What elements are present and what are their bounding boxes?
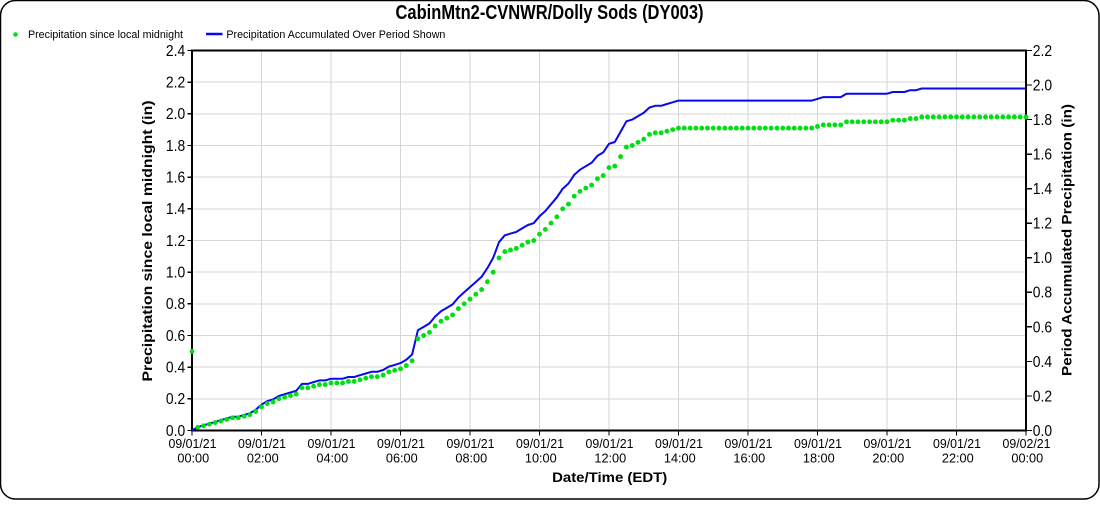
- svg-text:0.6: 0.6: [166, 328, 185, 345]
- svg-text:1.4: 1.4: [1033, 181, 1052, 198]
- svg-text:0.8: 0.8: [1033, 285, 1052, 302]
- svg-text:1.8: 1.8: [166, 138, 185, 155]
- svg-text:2.0: 2.0: [1033, 77, 1052, 94]
- svg-text:Precipitation since local midn: Precipitation since local midnight (in): [139, 101, 155, 382]
- svg-text:0.0: 0.0: [1033, 423, 1052, 440]
- svg-text:16:00: 16:00: [733, 451, 765, 466]
- svg-text:1.8: 1.8: [1033, 112, 1052, 129]
- svg-text:1.6: 1.6: [166, 170, 185, 187]
- svg-text:Precipitation since local midn: Precipitation since local midnight: [28, 29, 183, 41]
- svg-text:06:00: 06:00: [386, 451, 418, 466]
- svg-text:09/01/21: 09/01/21: [238, 436, 286, 451]
- svg-text:2.2: 2.2: [1033, 43, 1052, 60]
- svg-text:09/01/21: 09/01/21: [169, 436, 217, 451]
- svg-text:1.0: 1.0: [1033, 250, 1052, 267]
- svg-text:09/01/21: 09/01/21: [794, 436, 842, 451]
- svg-text:2.0: 2.0: [166, 106, 185, 123]
- svg-text:09/01/21: 09/01/21: [864, 436, 912, 451]
- svg-text:08:00: 08:00: [455, 451, 487, 466]
- svg-text:Date/Time (EDT): Date/Time (EDT): [552, 469, 667, 485]
- svg-text:0.8: 0.8: [166, 296, 185, 313]
- svg-text:Period Accumulated Precipitati: Period Accumulated Precipitation (in): [1059, 104, 1075, 376]
- svg-text:1.2: 1.2: [166, 233, 185, 250]
- svg-text:12:00: 12:00: [594, 451, 626, 466]
- svg-text:20:00: 20:00: [872, 451, 904, 466]
- svg-text:22:00: 22:00: [942, 451, 974, 466]
- svg-text:0.6: 0.6: [1033, 319, 1052, 336]
- svg-text:04:00: 04:00: [316, 451, 348, 466]
- svg-text:1.0: 1.0: [166, 265, 185, 282]
- svg-text:CabinMtn2-CVNWR/Dolly Sods (DY: CabinMtn2-CVNWR/Dolly Sods (DY003): [396, 2, 704, 24]
- svg-text:1.6: 1.6: [1033, 147, 1052, 164]
- svg-text:09/01/21: 09/01/21: [586, 436, 634, 451]
- svg-text:Precipitation Accumulated Over: Precipitation Accumulated Over Period Sh…: [226, 29, 445, 41]
- svg-text:18:00: 18:00: [803, 451, 835, 466]
- svg-text:09/01/21: 09/01/21: [377, 436, 425, 451]
- svg-text:1.4: 1.4: [166, 201, 185, 218]
- svg-text:09/02/21: 09/02/21: [1003, 436, 1051, 451]
- svg-text:00:00: 00:00: [1011, 451, 1043, 466]
- svg-text:0.0: 0.0: [166, 423, 185, 440]
- svg-text:09/01/21: 09/01/21: [725, 436, 773, 451]
- svg-text:2.4: 2.4: [166, 43, 185, 60]
- svg-text:10:00: 10:00: [525, 451, 557, 466]
- svg-text:02:00: 02:00: [247, 451, 279, 466]
- svg-text:00:00: 00:00: [177, 451, 209, 466]
- svg-text:0.2: 0.2: [1033, 388, 1052, 405]
- svg-text:0.4: 0.4: [166, 360, 185, 377]
- svg-text:09/01/21: 09/01/21: [933, 436, 981, 451]
- svg-text:09/01/21: 09/01/21: [308, 436, 356, 451]
- svg-text:09/01/21: 09/01/21: [655, 436, 703, 451]
- svg-text:2.2: 2.2: [166, 75, 185, 92]
- svg-text:1.2: 1.2: [1033, 216, 1052, 233]
- svg-text:09/01/21: 09/01/21: [516, 436, 564, 451]
- svg-text:14:00: 14:00: [664, 451, 696, 466]
- svg-text:0.2: 0.2: [166, 391, 185, 408]
- svg-text:0.4: 0.4: [1033, 354, 1052, 371]
- svg-text:09/01/21: 09/01/21: [447, 436, 495, 451]
